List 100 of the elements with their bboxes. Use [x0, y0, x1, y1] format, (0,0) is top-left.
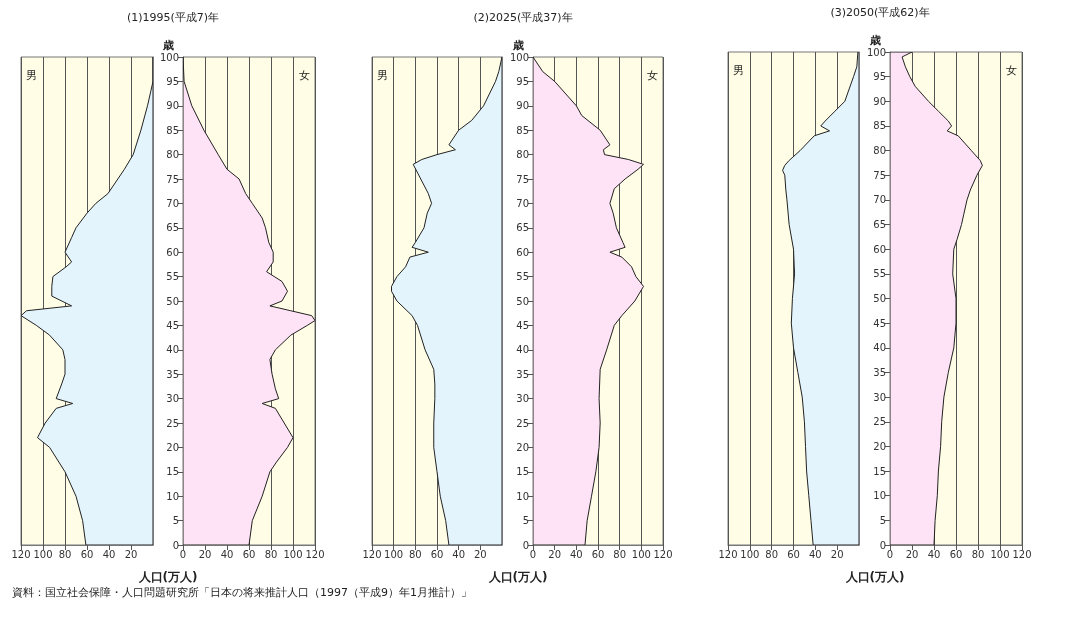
- x-tick-label: 20: [124, 548, 138, 560]
- x-tick-label: 20: [830, 548, 844, 560]
- y-tick-label: 70: [516, 197, 529, 209]
- y-tick-label: 90: [873, 95, 886, 107]
- y-tick-label: 85: [516, 124, 529, 136]
- x-tick-label: 40: [452, 548, 466, 560]
- y-tick-label: 10: [166, 490, 179, 502]
- x-tick-label: 120: [718, 548, 738, 560]
- y-tick-label: 5: [172, 515, 179, 527]
- y-tick-label: 20: [873, 440, 886, 452]
- x-tick-label: 40: [808, 548, 822, 560]
- text: 資料：国立社会保障・人口問題研究所「日本の将来推計人口（1997（平成9）年1月推計）」: [12, 585, 472, 599]
- y-tick-label: 70: [873, 194, 886, 206]
- y-tick-label: 35: [873, 366, 886, 378]
- y-tick-label: 25: [166, 417, 179, 429]
- x-axis-title: 人口(万人): [137, 570, 198, 584]
- y-tick-label: 60: [516, 246, 529, 258]
- y-tick-label: 55: [516, 271, 529, 283]
- y-axis-title: 歳: [868, 33, 881, 47]
- annotation: 男: [26, 68, 37, 82]
- y-tick-label: 85: [873, 120, 886, 132]
- x-tick-label: 40: [927, 548, 941, 560]
- chart-title: (2)2025(平成37)年: [473, 11, 573, 24]
- y-tick-label: 25: [873, 416, 886, 428]
- y-tick-label: 35: [166, 368, 179, 380]
- x-tick-label: 60: [591, 548, 605, 560]
- x-tick-label: 60: [787, 548, 800, 560]
- x-tick-label: 80: [264, 548, 278, 560]
- x-tick-label: 120: [305, 548, 325, 560]
- y-tick-label: 95: [873, 71, 886, 83]
- y-tick-label: 100: [509, 51, 529, 63]
- y-tick-label: 55: [873, 268, 886, 280]
- y-tick-label: 50: [166, 295, 179, 307]
- y-tick-label: 40: [516, 344, 529, 356]
- y-tick-label: 0: [522, 539, 529, 551]
- x-tick-label: 20: [198, 548, 212, 560]
- chart-title: (1)1995(平成7)年: [126, 11, 220, 24]
- x-axis-title: 人口(万人): [487, 570, 548, 584]
- x-tick-label: 60: [242, 548, 256, 560]
- x-tick-label: 100: [283, 548, 303, 560]
- chart-title: (3)2050(平成62)年: [830, 6, 930, 19]
- annotation: 女: [1006, 63, 1017, 77]
- y-tick-label: 100: [866, 46, 886, 58]
- x-tick-label: 120: [653, 548, 673, 560]
- y-tick-label: 30: [166, 393, 179, 405]
- y-axis-title: 歳: [511, 38, 524, 52]
- y-tick-label: 25: [516, 417, 529, 429]
- y-tick-label: 5: [879, 514, 886, 526]
- x-tick-label: 40: [220, 548, 234, 560]
- y-tick-label: 80: [873, 145, 886, 157]
- y-tick-label: 80: [516, 149, 529, 161]
- y-tick-label: 40: [166, 344, 179, 356]
- x-tick-label: 100: [990, 548, 1010, 560]
- y-tick-label: 50: [873, 293, 886, 304]
- y-tick-label: 80: [166, 149, 179, 161]
- x-tick-label: 60: [949, 548, 963, 560]
- x-tick-label: 60: [80, 548, 94, 560]
- y-tick-label: 95: [516, 75, 529, 87]
- y-tick-label: 20: [516, 441, 529, 453]
- y-tick-label: 90: [516, 100, 529, 112]
- y-tick-label: 60: [166, 246, 179, 258]
- y-tick-label: 0: [172, 539, 179, 551]
- y-tick-label: 75: [873, 169, 886, 181]
- y-tick-label: 40: [873, 342, 886, 354]
- y-tick-label: 100: [159, 51, 179, 63]
- y-tick-label: 75: [166, 173, 179, 185]
- y-tick-label: 15: [166, 466, 179, 478]
- x-tick-label: 80: [613, 548, 627, 560]
- x-tick-label: 60: [430, 548, 444, 560]
- y-tick-label: 5: [522, 515, 529, 527]
- y-tick-label: 65: [873, 219, 886, 231]
- x-tick-label: 80: [408, 548, 422, 560]
- y-tick-label: 45: [166, 319, 179, 331]
- y-tick-label: 35: [516, 368, 529, 380]
- y-tick-label: 10: [516, 490, 529, 502]
- x-tick-label: 20: [473, 548, 487, 560]
- y-tick-label: 10: [873, 490, 886, 502]
- y-axis-title: 歳: [161, 38, 174, 52]
- x-tick-label: 120: [362, 548, 382, 560]
- y-tick-label: 50: [516, 295, 529, 307]
- y-tick-label: 15: [516, 466, 529, 478]
- annotation: 男: [733, 63, 744, 77]
- y-tick-label: 60: [873, 243, 886, 255]
- x-tick-label: 20: [905, 548, 919, 560]
- x-tick-label: 80: [58, 548, 72, 560]
- y-tick-label: 30: [516, 393, 529, 405]
- y-tick-label: 30: [873, 391, 886, 403]
- x-tick-label: 80: [765, 548, 779, 560]
- annotation: 女: [647, 68, 658, 82]
- y-tick-label: 65: [166, 222, 179, 234]
- x-tick-label: 100: [33, 548, 53, 560]
- annotation: 男: [377, 68, 388, 82]
- y-tick-label: 0: [879, 539, 886, 551]
- y-tick-label: 95: [166, 75, 179, 87]
- y-tick-label: 75: [516, 173, 529, 185]
- y-tick-label: 85: [166, 124, 179, 136]
- x-tick-label: 40: [102, 548, 116, 560]
- y-tick-label: 55: [166, 271, 179, 283]
- x-tick-label: 100: [740, 548, 760, 560]
- annotation: 女: [299, 68, 310, 82]
